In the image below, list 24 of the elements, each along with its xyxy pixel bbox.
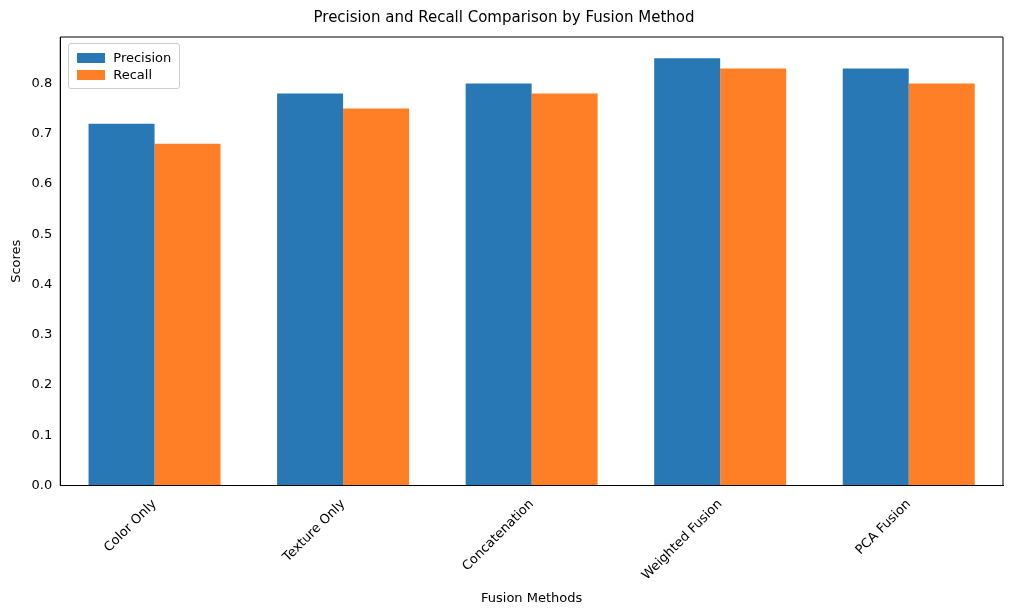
bar <box>277 93 344 486</box>
bar <box>343 108 410 486</box>
x-axis-title: Fusion Methods <box>481 589 583 605</box>
y-tick-label: 0.2 <box>31 376 53 392</box>
y-tick-label: 0.6 <box>31 175 53 191</box>
bar <box>842 68 909 486</box>
bar <box>908 83 975 486</box>
legend-label: Recall <box>113 67 153 82</box>
y-tick-label: 0.7 <box>31 125 53 141</box>
y-tick-label: 0.5 <box>31 225 53 241</box>
bar <box>654 58 721 486</box>
bar <box>720 68 787 486</box>
bar <box>154 143 221 486</box>
bar <box>531 93 598 486</box>
bar <box>88 123 155 486</box>
y-tick-label: 0.8 <box>31 74 53 90</box>
y-axis-title: Scores <box>8 239 24 283</box>
chart-title: Precision and Recall Comparison by Fusion Method <box>313 7 695 26</box>
y-tick-label: 0.3 <box>31 326 53 342</box>
y-tick-label: 0.4 <box>31 275 53 291</box>
legend-label: Precision <box>113 50 172 65</box>
y-tick-label: 0.0 <box>31 476 53 492</box>
bar <box>465 83 532 486</box>
y-tick-label: 0.1 <box>31 426 53 442</box>
